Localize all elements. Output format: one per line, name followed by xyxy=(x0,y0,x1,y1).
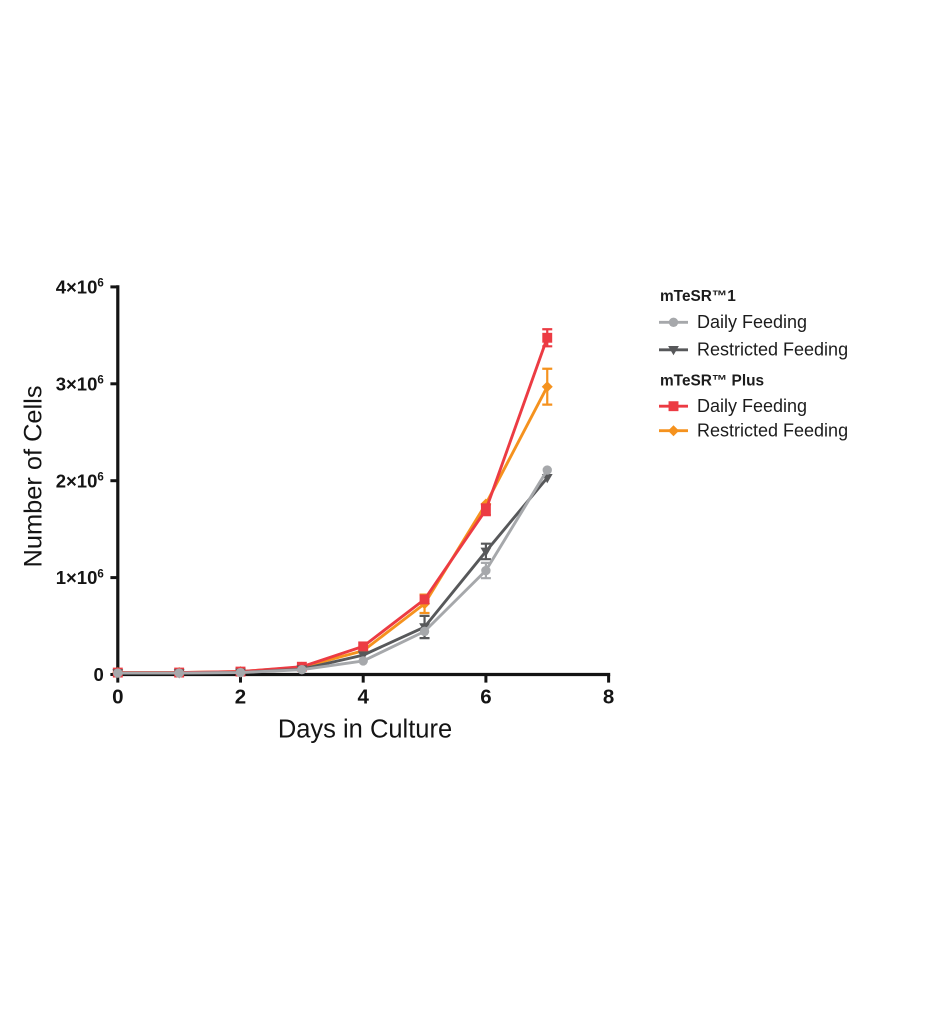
svg-text:Restricted Feeding: Restricted Feeding xyxy=(697,421,848,441)
svg-text:mTeSR™ Plus: mTeSR™ Plus xyxy=(660,372,764,389)
svg-text:4: 4 xyxy=(357,686,369,709)
svg-text:4×106: 4×106 xyxy=(56,277,104,298)
svg-text:8: 8 xyxy=(603,686,614,709)
svg-text:3×106: 3×106 xyxy=(56,373,104,394)
svg-text:0: 0 xyxy=(112,686,123,709)
svg-text:Restricted Feeding: Restricted Feeding xyxy=(697,340,848,360)
svg-text:2×106: 2×106 xyxy=(56,470,104,491)
svg-text:6: 6 xyxy=(480,686,491,709)
svg-text:Daily Feeding: Daily Feeding xyxy=(697,396,807,416)
svg-text:mTeSR™1: mTeSR™1 xyxy=(660,288,736,305)
svg-text:2: 2 xyxy=(235,686,246,709)
svg-text:Daily Feeding: Daily Feeding xyxy=(697,312,807,332)
svg-text:0: 0 xyxy=(94,664,104,685)
svg-text:Days in Culture: Days in Culture xyxy=(278,715,452,743)
svg-text:Number of Cells: Number of Cells xyxy=(20,385,48,567)
svg-text:1×106: 1×106 xyxy=(56,567,104,588)
